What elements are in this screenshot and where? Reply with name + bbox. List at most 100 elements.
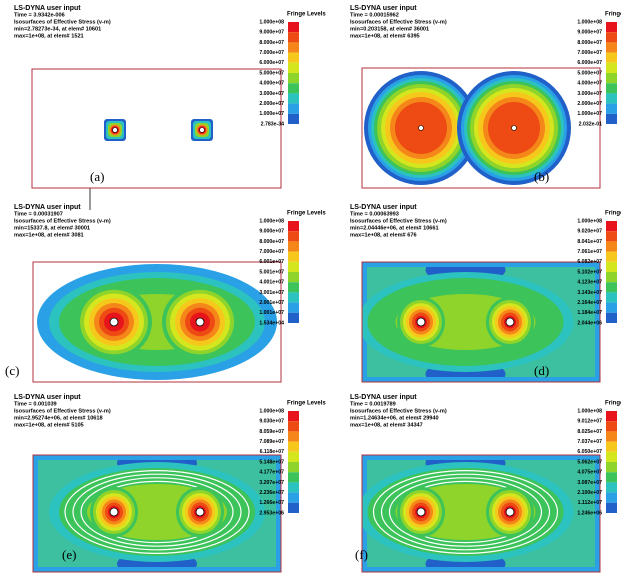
contour-plot: [358, 449, 601, 573]
header-title: LS-DYNA user input: [350, 204, 417, 211]
header-line: max=1e+08, at elem# 1521: [14, 33, 84, 39]
legend-swatch: [288, 32, 299, 42]
header-line: Isosurfaces of Effective Stress (v-m): [350, 218, 447, 224]
fringe-level: 2.000e+07: [259, 101, 284, 107]
fringe-level: 4.000e+07: [259, 81, 284, 87]
fringe-level: 3.000e+07: [259, 91, 284, 97]
legend-swatch: [606, 503, 617, 513]
fringe-level: 2.000e+07: [577, 101, 602, 107]
fringe-level: 1.001e+07: [259, 310, 284, 316]
header-title: LS-DYNA user input: [14, 394, 81, 401]
fringe-level: 9.012e+07: [577, 419, 602, 425]
fringe-level: 5.000e+07: [259, 70, 284, 76]
legend-swatch: [606, 442, 617, 452]
fringe-level: 1.246e+06: [577, 510, 602, 516]
fringe-level: 9.000e+07: [259, 30, 284, 36]
fringe-level: 5.001e+07: [259, 269, 284, 275]
fringe-level: 5.000e+07: [577, 70, 602, 76]
legend-swatch: [288, 241, 299, 251]
fringe-level: 1.000e+08: [259, 218, 284, 224]
header-line: max=1e+08, at elem# 3081: [14, 232, 84, 238]
fringe-level: 2.236e+07: [259, 490, 284, 496]
fringe-level: 1.534e+04: [259, 320, 284, 326]
legend-swatch: [288, 83, 299, 93]
header-line: min=2.04446e+06, at elem# 10661: [350, 225, 439, 231]
legend-swatch: [288, 421, 299, 431]
fringe-level: 1.000e+08: [259, 19, 284, 25]
contour: [110, 318, 118, 326]
legend-swatch: [288, 452, 299, 462]
panel: LS-DYNA user inputTime = 0.00031907Isosu…: [5, 204, 326, 382]
legend-swatch: [606, 482, 617, 492]
legend-swatch: [288, 231, 299, 241]
panel-label: (c): [5, 363, 19, 378]
fringe-level: 6.050e+07: [577, 449, 602, 455]
legend-swatch: [288, 472, 299, 482]
fringe-level: 3.000e+07: [577, 91, 602, 97]
legend-swatch: [606, 114, 617, 124]
fringe-level: 7.000e+07: [259, 249, 284, 255]
fringe-level: 9.000e+07: [577, 30, 602, 36]
header-line: max=1e+08, at elem# 676: [350, 232, 417, 238]
legend-swatch: [288, 252, 299, 262]
legend-swatch: [606, 472, 617, 482]
header-title: LS-DYNA user input: [350, 394, 417, 401]
header-title: LS-DYNA user input: [14, 5, 81, 12]
contour: [200, 128, 205, 133]
fringe-level: 2.100e+07: [577, 490, 602, 496]
legend-swatch: [606, 303, 617, 313]
fringe-level: 1.000e+08: [577, 218, 602, 224]
fringe-level: 5.102e+07: [577, 269, 602, 275]
legend-swatch: [606, 42, 617, 52]
header-line: min=15337.8, at elem# 30001: [14, 225, 90, 231]
plot-frame: [32, 69, 281, 188]
panel-label: (a): [90, 169, 104, 184]
panel-label: (e): [62, 547, 76, 562]
fringe-level: 2.953e+06: [259, 510, 284, 516]
header-line: Isosurfaces of Effective Stress (v-m): [14, 19, 111, 25]
legend-swatch: [288, 42, 299, 52]
header-line: Time = 0.00063993: [350, 211, 399, 217]
header-line: max=1e+08, at elem# 6395: [350, 33, 420, 39]
legend-swatch: [288, 53, 299, 63]
contour: [110, 508, 118, 516]
contour: [512, 126, 517, 131]
legend-swatch: [288, 221, 299, 231]
legend-swatch: [606, 22, 617, 32]
legend-swatch: [606, 493, 617, 503]
header-line: Time = 0.00031907: [14, 211, 63, 217]
contour: [196, 508, 204, 516]
legend-swatch: [606, 104, 617, 114]
panel-label: (b): [534, 169, 549, 184]
legend-swatch: [288, 93, 299, 103]
contour: [506, 318, 514, 326]
fringe-level: 1.000e+07: [259, 111, 284, 117]
fringe-level: 8.000e+07: [259, 239, 284, 245]
fringe-level: 8.000e+07: [577, 40, 602, 46]
fringe-title: Fringe Levels: [287, 401, 326, 407]
contour: [506, 508, 514, 516]
legend-swatch: [606, 282, 617, 292]
legend-swatch: [288, 272, 299, 282]
header-line: Time = 0.00015962: [350, 12, 399, 18]
legend-swatch: [606, 231, 617, 241]
fringe-level: 9.000e+07: [259, 229, 284, 235]
fringe-level: 4.001e+07: [259, 280, 284, 286]
legend-swatch: [288, 104, 299, 114]
fringe-level: 8.025e+07: [577, 429, 602, 435]
fringe-level: 2.783e-34: [261, 121, 284, 127]
header-line: Isosurfaces of Effective Stress (v-m): [350, 408, 447, 414]
contour: [196, 318, 204, 326]
contour: [417, 318, 425, 326]
header-line: min=1.24634e+06, at elem# 29940: [350, 415, 439, 421]
fringe-title: Fringe Levels: [287, 12, 326, 18]
header-line: min=2.95274e+06, at elem# 10618: [14, 415, 103, 421]
legend-swatch: [606, 452, 617, 462]
fringe-level: 4.075e+07: [577, 470, 602, 476]
legend-swatch: [606, 83, 617, 93]
fringe-level: 1.000e+08: [577, 19, 602, 25]
fringe-level: 1.000e+07: [577, 111, 602, 117]
fringe-level: 1.184e+07: [577, 310, 602, 316]
